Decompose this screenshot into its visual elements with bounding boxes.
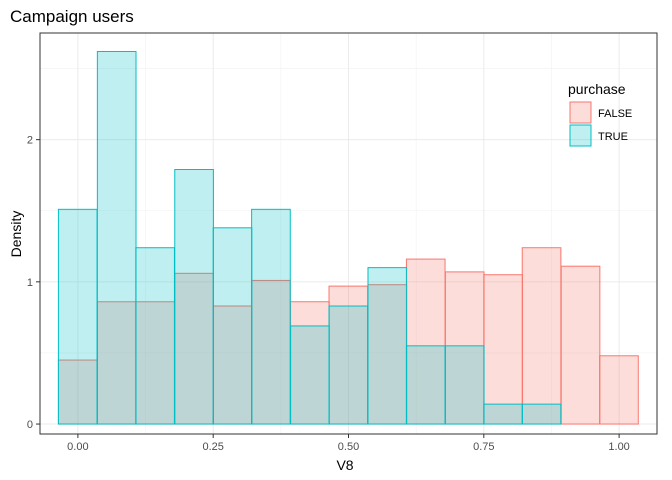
legend-label-false: FALSE	[598, 108, 632, 120]
bar-true	[367, 267, 408, 425]
bar-true	[521, 403, 562, 425]
bar-true	[328, 305, 369, 425]
series-true-bars	[57, 50, 562, 425]
y-tick-label: 2	[27, 135, 33, 147]
y-axis-ticks: 0 1 2	[27, 135, 40, 431]
bar-false	[135, 301, 175, 425]
bar-false	[599, 355, 639, 425]
bar-true	[135, 247, 175, 425]
bar-false	[483, 274, 523, 425]
bar-false	[328, 285, 369, 425]
x-axis-ticks: 0.00 0.25 0.50 0.75 1.00	[67, 434, 630, 453]
x-tick-label: 0.25	[202, 441, 223, 453]
bar-true	[174, 169, 214, 425]
x-tick-label: 0.75	[473, 441, 494, 453]
legend-key-false	[569, 101, 592, 124]
bar-true	[212, 227, 253, 425]
bar-false	[521, 247, 562, 425]
bar-true	[444, 345, 485, 425]
x-tick-label: 1.00	[608, 441, 629, 453]
y-axis-title: Density	[8, 211, 24, 258]
x-axis-title: V8	[336, 457, 353, 473]
bar-true	[251, 208, 291, 425]
bar-true	[57, 208, 98, 425]
legend-title: purchase	[568, 81, 626, 97]
legend-key-true	[569, 124, 592, 147]
bar-true	[96, 50, 137, 425]
x-tick-label: 0.50	[338, 441, 359, 453]
x-tick-label: 0.00	[67, 441, 88, 453]
bar-false	[96, 301, 137, 425]
y-tick-label: 1	[27, 277, 33, 289]
bar-false	[174, 272, 214, 425]
legend-label-true: TRUE	[598, 131, 628, 143]
y-tick-label: 0	[27, 419, 33, 431]
bar-true	[405, 345, 446, 425]
chart-title: Campaign users	[10, 7, 134, 26]
bar-false	[560, 265, 601, 425]
bar-false	[251, 279, 291, 425]
bar-true	[290, 325, 330, 425]
bar-true	[483, 403, 523, 425]
legend: purchase FALSE TRUE	[568, 81, 632, 147]
series-false-bars	[57, 247, 639, 425]
